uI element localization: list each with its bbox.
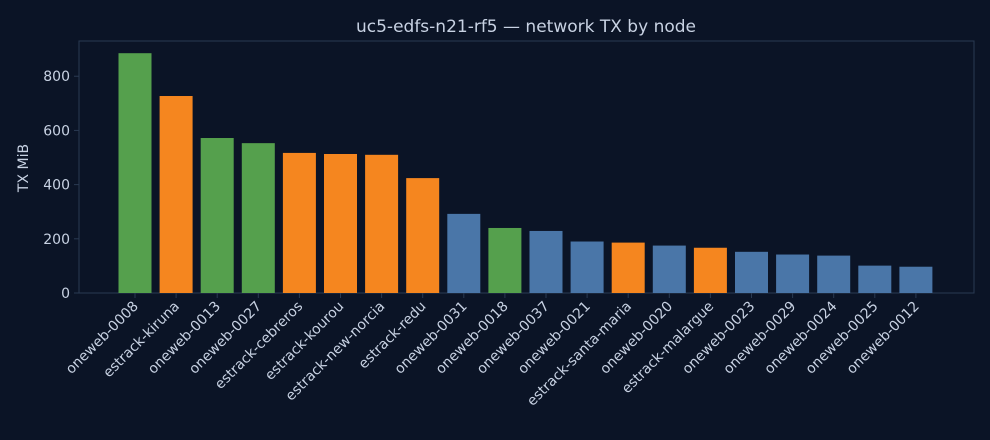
bars-group — [118, 53, 933, 294]
y-tick-label: 200 — [43, 232, 70, 248]
x-tick-label: oneweb-0037 — [474, 299, 553, 378]
x-tick-label: oneweb-0020 — [597, 299, 676, 378]
bar-oneweb-0023 — [735, 251, 768, 293]
x-tick-label: oneweb-0008 — [63, 299, 142, 378]
bar-estrack-new-norcia — [365, 154, 399, 293]
bar-oneweb-0012 — [899, 266, 933, 293]
x-tick-label: oneweb-0023 — [679, 299, 758, 378]
y-axis-label: TX MiB — [16, 144, 32, 193]
bar-oneweb-0037 — [529, 230, 563, 293]
y-axis: 0 200 400 600 800 — [43, 69, 79, 302]
bar-oneweb-0020 — [652, 245, 686, 293]
bar-estrack-santa-maria — [611, 242, 645, 293]
plot-area — [78, 40, 975, 294]
bar-estrack-redu — [406, 178, 440, 293]
y-tick-label: 600 — [43, 123, 70, 139]
x-tick-label: oneweb-0025 — [803, 299, 882, 378]
x-tick-label: oneweb-0027 — [186, 299, 265, 378]
x-axis: oneweb-0008estrack-kirunaoneweb-0013onew… — [63, 293, 923, 409]
bar-oneweb-0025 — [858, 265, 892, 293]
y-tick-label: 800 — [43, 69, 70, 85]
bar-oneweb-0008 — [118, 53, 152, 294]
x-tick-label: oneweb-0021 — [515, 299, 594, 378]
chart-title: uc5-edfs-n21-rf5 — network TX by node — [356, 17, 696, 37]
x-tick-label: oneweb-0012 — [844, 299, 923, 378]
x-tick-label: oneweb-0024 — [762, 298, 841, 377]
x-tick-label: oneweb-0018 — [433, 299, 512, 378]
bar-estrack-kiruna — [159, 96, 193, 293]
x-tick-label: oneweb-0031 — [392, 299, 471, 378]
x-tick-label: oneweb-0029 — [720, 299, 799, 378]
bar-oneweb-0018 — [488, 227, 522, 293]
bar-oneweb-0029 — [776, 254, 810, 293]
bar-oneweb-0013 — [200, 138, 234, 293]
y-tick-label: 0 — [61, 286, 70, 302]
bar-oneweb-0027 — [241, 143, 275, 293]
bar-estrack-malargue — [693, 247, 727, 293]
bar-oneweb-0021 — [570, 241, 604, 293]
bar-oneweb-0031 — [447, 213, 481, 293]
bar-estrack-kourou — [324, 153, 357, 293]
bar-oneweb-0024 — [817, 255, 851, 293]
bar-estrack-cebreros — [282, 152, 316, 293]
x-tick-label: oneweb-0013 — [145, 299, 224, 378]
y-tick-label: 400 — [43, 178, 70, 194]
